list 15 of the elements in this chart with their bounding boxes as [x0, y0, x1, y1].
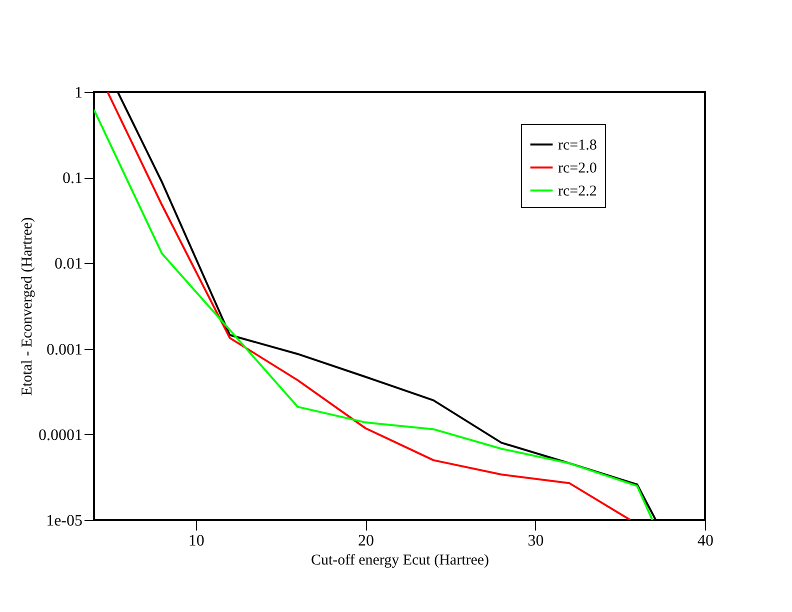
y-tick-label: 0.01 — [54, 256, 82, 273]
x-tick-label: 30 — [528, 532, 544, 550]
y-tick-label: 1 — [74, 84, 82, 102]
x-tick-label: 20 — [358, 532, 374, 550]
y-tick-label: 0.0001 — [38, 426, 82, 444]
legend-label: rc=2.2 — [558, 184, 597, 200]
y-axis-title: Etotal - Econverged (Hartree) — [20, 217, 36, 396]
x-axis-title: Cut-off energy Ecut (Hartree) — [310, 552, 490, 568]
legend-label: rc=2.0 — [558, 160, 597, 176]
x-tick-label: 40 — [698, 532, 714, 550]
x-tick-label: 10 — [188, 532, 204, 550]
y-tick-label: 0.001 — [46, 341, 82, 358]
legend-label: rc=1.8 — [558, 138, 597, 154]
y-tick-label: 1e-05 — [46, 512, 82, 530]
y-tick-label: 0.1 — [62, 170, 82, 188]
